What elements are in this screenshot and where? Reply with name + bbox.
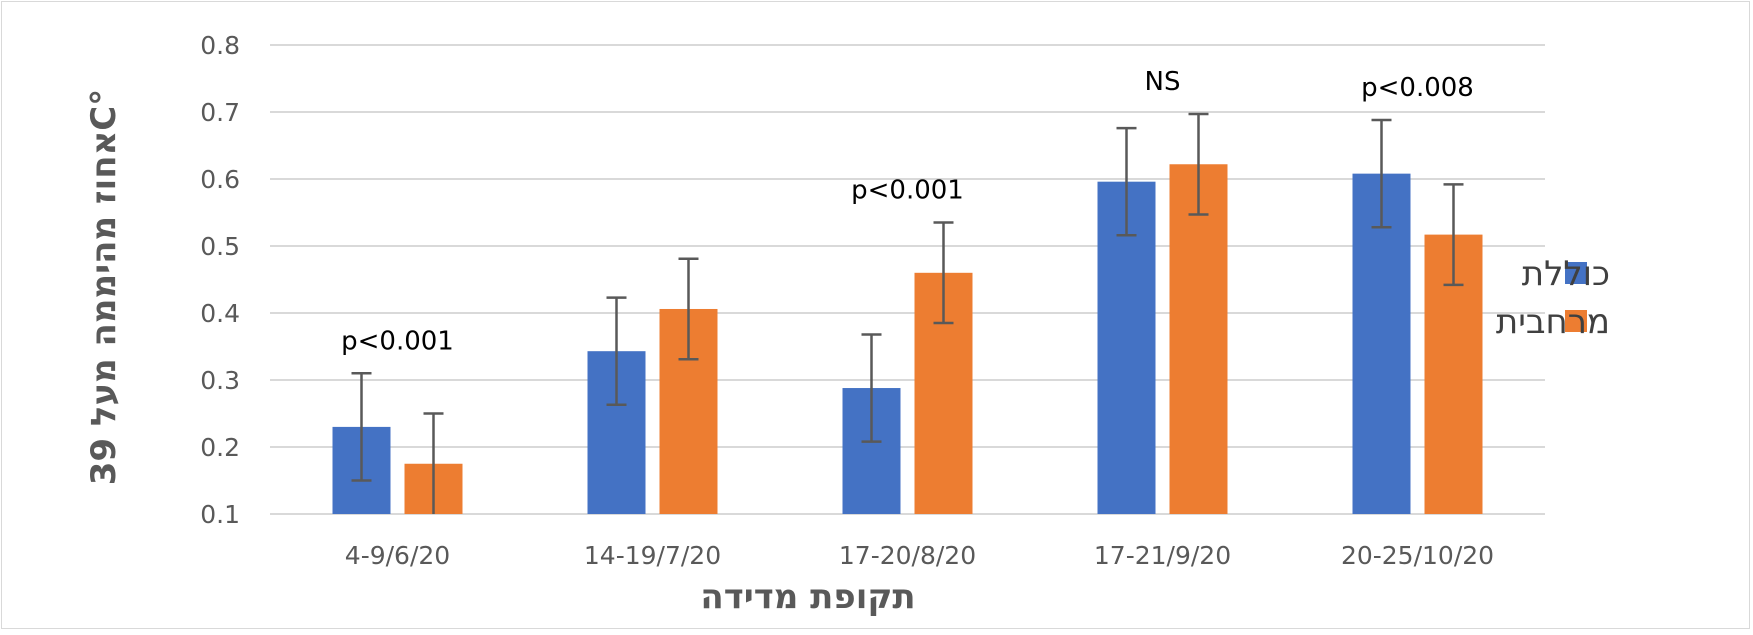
y-axis-ticks: 0.1 0.2 0.3 0.4 0.5 0.6 0.7 0.8 bbox=[200, 31, 240, 529]
significance-annotations: p<0.001 p<0.001 NS p<0.008 bbox=[341, 67, 1474, 356]
x-axis-categories: 4-9/6/20 14-19/7/20 17-20/8/20 17-21/9/20 20… bbox=[345, 541, 1494, 570]
x-category-label: 17-20/8/20 bbox=[839, 541, 976, 570]
bars bbox=[332, 164, 1483, 515]
x-category-label: 14-19/7/20 bbox=[584, 541, 721, 570]
x-category-label: 4-9/6/20 bbox=[345, 541, 450, 570]
legend: כוללת מרחבית bbox=[1496, 254, 1610, 342]
bar-series-2 bbox=[1169, 164, 1228, 514]
bar-series-1 bbox=[1352, 173, 1411, 514]
significance-label: p<0.001 bbox=[851, 176, 964, 206]
y-axis-title: אחוז מהיממה מעל 39C° bbox=[84, 89, 124, 486]
y-tick-label: 0.8 bbox=[200, 31, 240, 60]
bar-series-1 bbox=[1097, 181, 1156, 514]
y-tick-label: 0.1 bbox=[200, 500, 240, 529]
y-tick-label: 0.2 bbox=[200, 433, 240, 462]
y-tick-label: 0.6 bbox=[200, 165, 240, 194]
legend-label-series-1: כוללת bbox=[1522, 254, 1610, 294]
legend-swatch-series-1 bbox=[1565, 262, 1587, 284]
y-tick-label: 0.5 bbox=[200, 232, 240, 261]
y-tick-label: 0.3 bbox=[200, 366, 240, 395]
significance-label: NS bbox=[1145, 67, 1181, 97]
y-tick-label: 0.4 bbox=[200, 299, 240, 328]
significance-label: p<0.008 bbox=[1361, 73, 1474, 103]
x-category-label: 17-21/9/20 bbox=[1094, 541, 1231, 570]
significance-label: p<0.001 bbox=[341, 326, 454, 356]
x-axis-title: תקופת מדידה bbox=[700, 577, 915, 617]
error-bars bbox=[351, 112, 1464, 514]
legend-swatch-series-2 bbox=[1565, 310, 1587, 332]
y-tick-label: 0.7 bbox=[200, 98, 240, 127]
legend-label-series-2: מרחבית bbox=[1496, 302, 1610, 342]
x-category-label: 20-25/10/20 bbox=[1341, 541, 1494, 570]
gridlines bbox=[270, 44, 1545, 515]
